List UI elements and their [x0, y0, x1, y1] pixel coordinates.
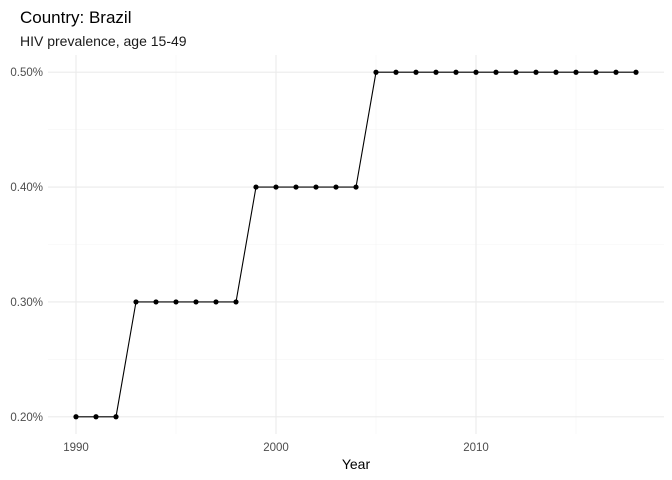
data-point — [273, 184, 279, 190]
data-point — [413, 69, 419, 75]
data-point — [113, 414, 119, 420]
data-point — [533, 69, 539, 75]
chart-subtitle: HIV prevalence, age 15-49 — [20, 33, 187, 49]
data-point — [353, 184, 359, 190]
x-tick-label: 2000 — [263, 442, 289, 454]
data-point — [293, 184, 299, 190]
data-point — [133, 299, 139, 305]
y-tick-label: 0.40% — [10, 182, 43, 194]
data-point — [573, 69, 579, 75]
data-point — [633, 69, 639, 75]
x-tick-label: 2010 — [463, 442, 489, 454]
data-point — [93, 414, 99, 420]
data-point — [253, 184, 259, 190]
data-point — [473, 69, 479, 75]
y-tick-label: 0.30% — [10, 297, 43, 309]
data-point — [233, 299, 239, 305]
data-point — [193, 299, 199, 305]
data-point — [613, 69, 619, 75]
y-tick-label: 0.50% — [10, 67, 43, 79]
series-group — [73, 69, 639, 420]
data-point — [553, 69, 559, 75]
x-axis-title: Year — [342, 456, 371, 472]
data-point — [513, 69, 519, 75]
minor-gridlines — [48, 55, 664, 434]
x-tick-label: 1990 — [63, 442, 89, 454]
data-point — [593, 69, 599, 75]
data-point — [433, 69, 439, 75]
data-point — [313, 184, 319, 190]
data-point — [173, 299, 179, 305]
data-point — [373, 69, 379, 75]
data-point — [73, 414, 79, 420]
data-point — [213, 299, 219, 305]
data-point — [153, 299, 159, 305]
y-axis-tick-labels: 0.20% 0.30% 0.40% 0.50% — [10, 67, 43, 424]
x-axis-tick-labels: 1990 2000 2010 — [63, 442, 489, 454]
data-point — [393, 69, 399, 75]
data-point — [333, 184, 339, 190]
chart-title: Country: Brazil — [20, 8, 131, 27]
y-tick-label: 0.20% — [10, 412, 43, 424]
data-point — [453, 69, 459, 75]
data-point — [493, 69, 499, 75]
